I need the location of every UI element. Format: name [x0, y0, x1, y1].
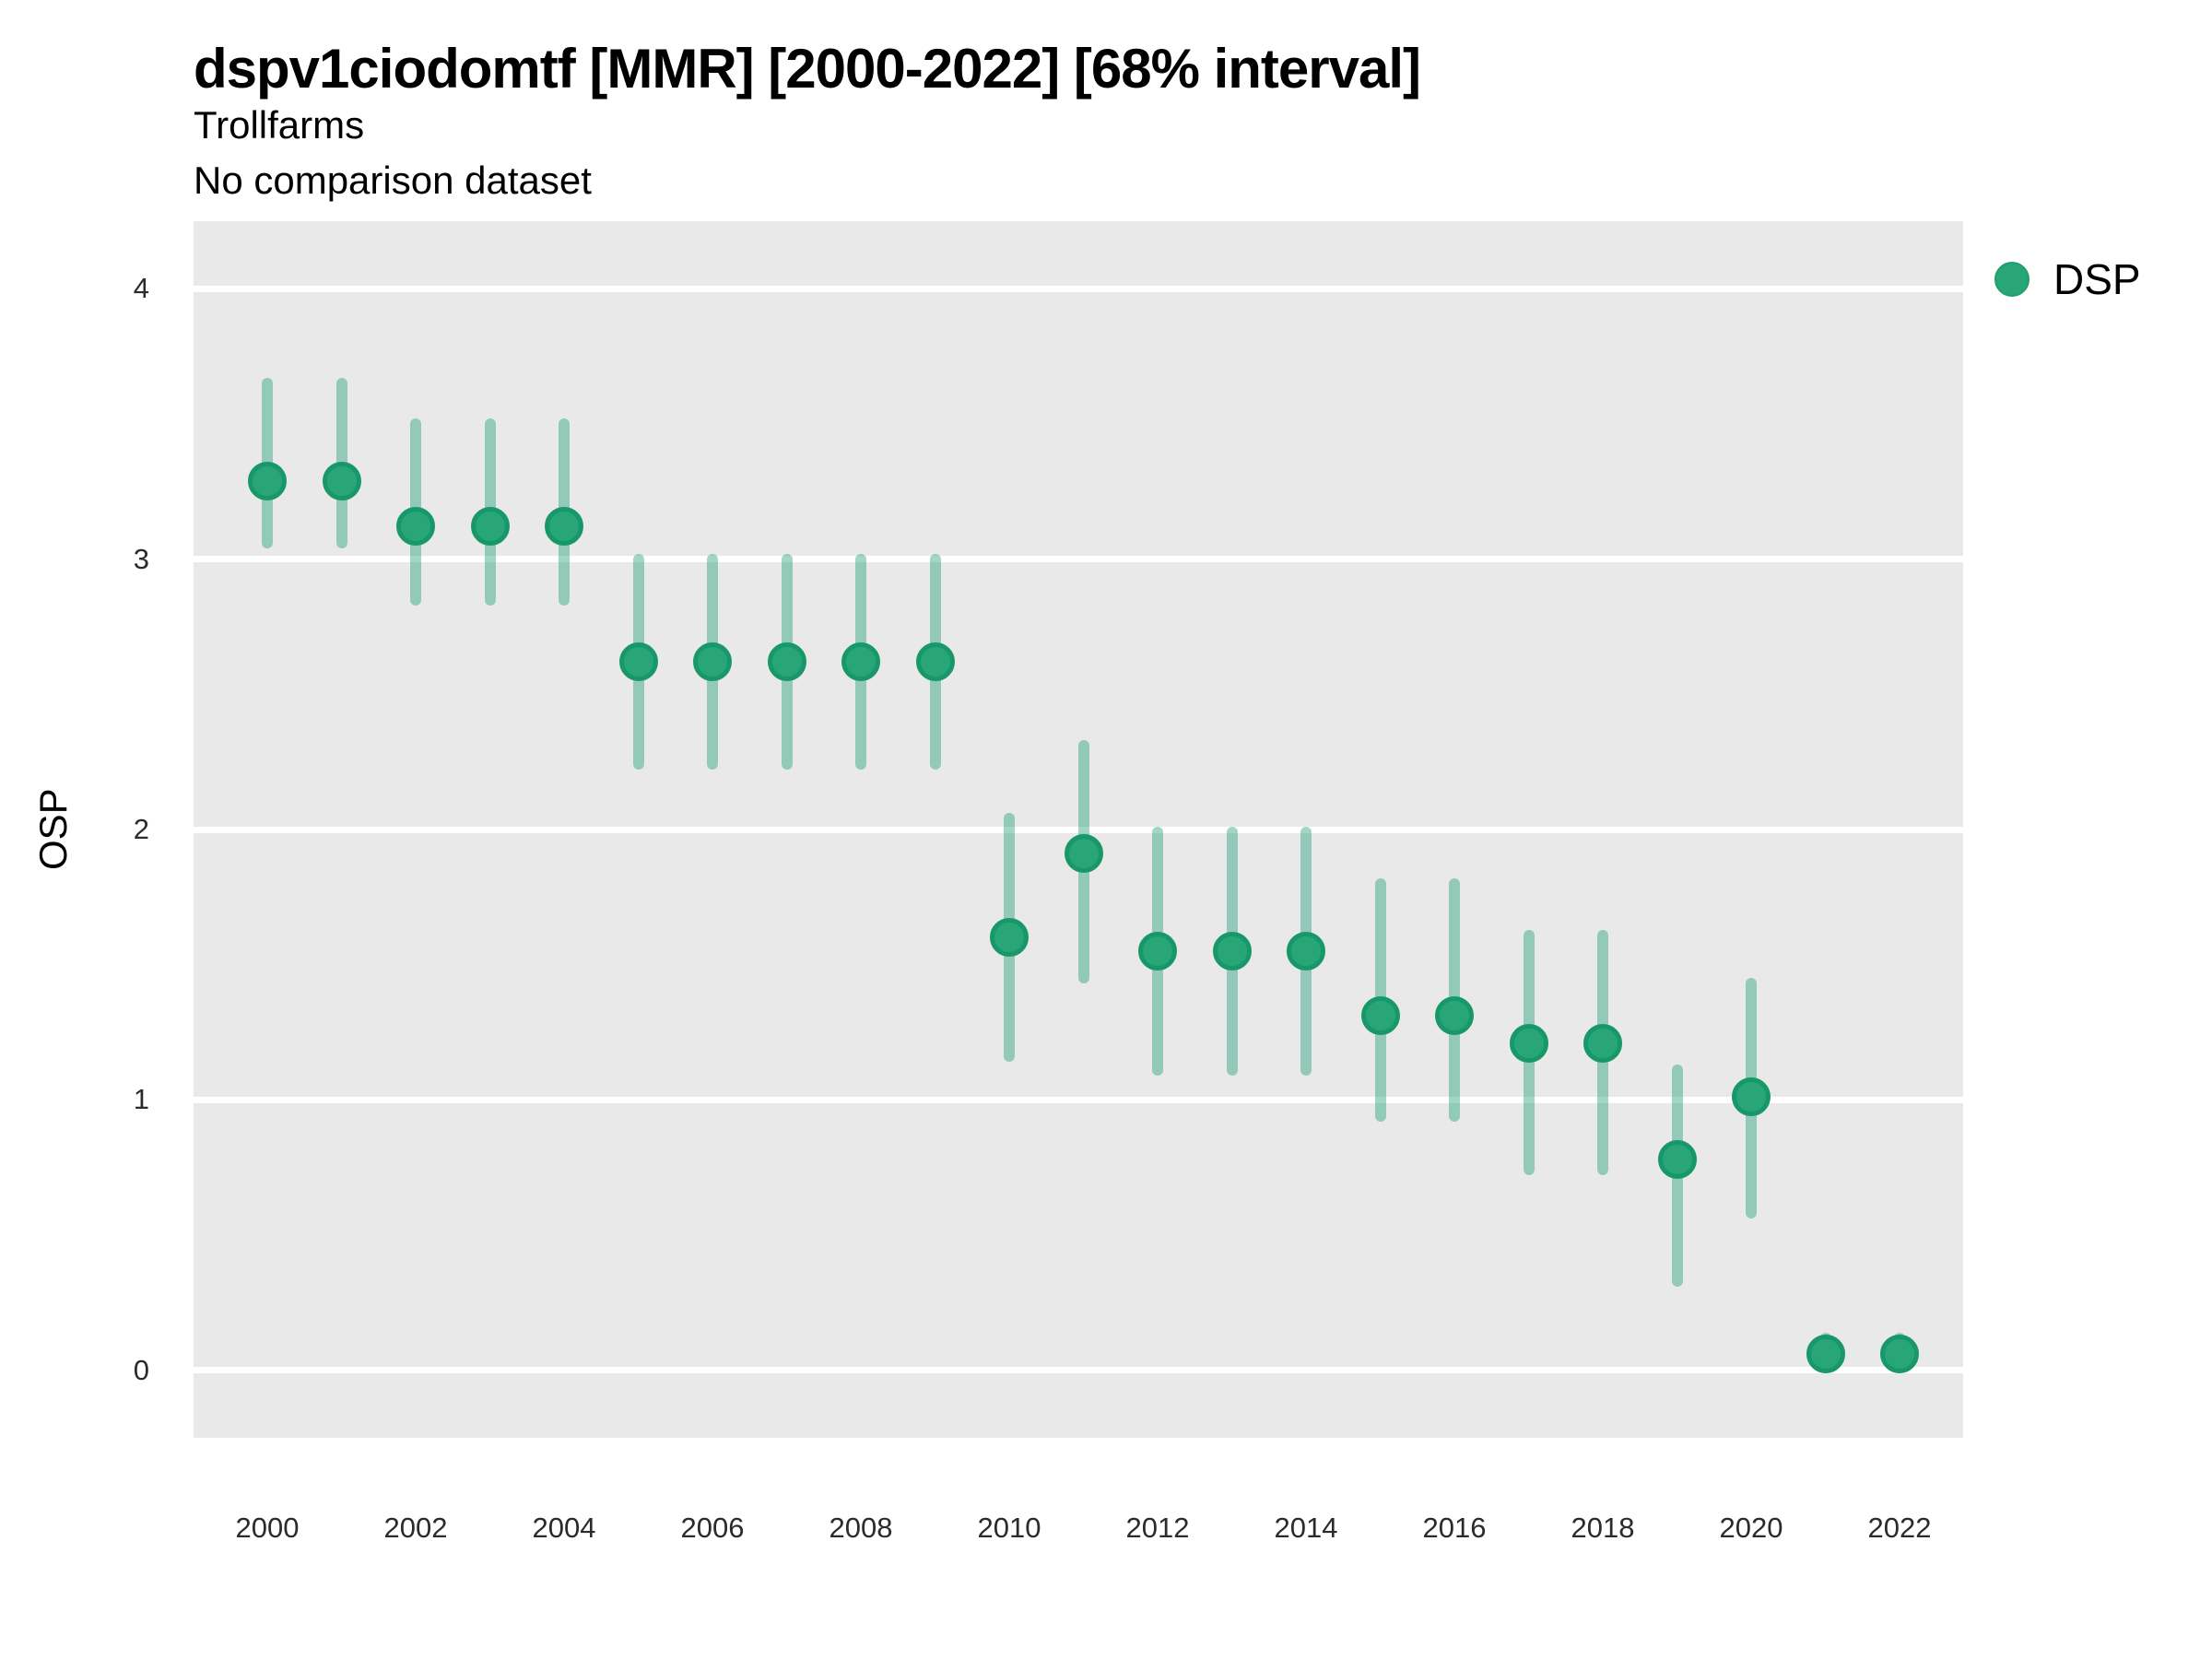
data-point-2009 — [915, 642, 955, 682]
gridline-y-3 — [194, 556, 1963, 563]
x-tick-label-2008: 2008 — [829, 1512, 893, 1544]
data-point-2016 — [1435, 996, 1474, 1036]
y-tick-label-2: 2 — [133, 813, 149, 845]
x-tick-label-2014: 2014 — [1274, 1512, 1338, 1544]
data-point-2002 — [396, 507, 435, 547]
data-point-2012 — [1138, 932, 1177, 971]
data-point-2018 — [1583, 1023, 1622, 1063]
data-point-2003 — [470, 507, 510, 547]
data-point-2004 — [545, 507, 583, 547]
data-point-2010 — [990, 918, 1029, 958]
data-point-2007 — [767, 642, 806, 682]
data-point-2011 — [1064, 834, 1103, 874]
data-point-2000 — [248, 461, 287, 500]
data-point-2022 — [1880, 1335, 1919, 1374]
y-tick-label-3: 3 — [133, 542, 149, 575]
chart-subtitle: Trollfarms — [194, 103, 365, 147]
gridline-y-1 — [194, 1096, 1963, 1103]
x-tick-label-2002: 2002 — [383, 1512, 448, 1544]
y-tick-label-4: 4 — [133, 272, 149, 305]
data-point-2017 — [1509, 1023, 1548, 1063]
x-tick-label-2020: 2020 — [1719, 1512, 1783, 1544]
gridline-y-4 — [194, 285, 1963, 292]
plot-panel — [194, 221, 1963, 1438]
x-tick-label-2016: 2016 — [1422, 1512, 1487, 1544]
y-tick-label-0: 0 — [133, 1353, 149, 1386]
legend: DSP — [1994, 254, 2141, 304]
chart-comparison-note: No comparison dataset — [194, 159, 592, 202]
data-point-2005 — [618, 642, 658, 682]
data-point-2013 — [1212, 932, 1252, 971]
data-point-2020 — [1732, 1077, 1771, 1117]
x-tick-label-2000: 2000 — [235, 1512, 300, 1544]
gridline-y-2 — [194, 826, 1963, 833]
data-point-2001 — [322, 461, 361, 500]
chart-title: dspv1ciodomtf [MMR] [2000-2022] [68% int… — [194, 38, 1421, 100]
data-point-2015 — [1360, 996, 1400, 1036]
x-tick-label-2010: 2010 — [977, 1512, 1041, 1544]
data-point-2008 — [841, 642, 880, 682]
x-tick-label-2022: 2022 — [1867, 1512, 1932, 1544]
x-tick-label-2018: 2018 — [1571, 1512, 1635, 1544]
y-tick-label-1: 1 — [133, 1083, 149, 1116]
x-tick-label-2004: 2004 — [532, 1512, 596, 1544]
legend-marker-icon — [1994, 262, 2030, 297]
x-tick-label-2012: 2012 — [1125, 1512, 1190, 1544]
data-point-2021 — [1806, 1335, 1845, 1374]
gridline-y-0 — [194, 1367, 1963, 1374]
x-tick-label-2006: 2006 — [680, 1512, 745, 1544]
data-point-2006 — [693, 642, 732, 682]
data-point-2019 — [1657, 1139, 1697, 1179]
data-point-2014 — [1287, 932, 1325, 971]
legend-label-dsp: DSP — [2053, 255, 2141, 303]
